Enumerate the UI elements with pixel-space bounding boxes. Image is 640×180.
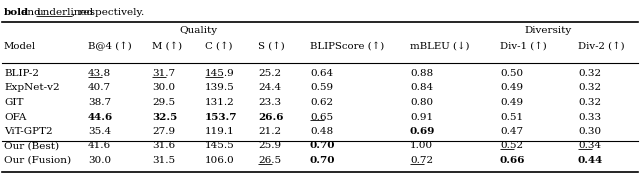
Text: 0.34: 0.34 [578,141,601,150]
Text: BLIPScore (↑): BLIPScore (↑) [310,42,384,51]
Text: 0.47: 0.47 [500,127,523,136]
Text: 139.5: 139.5 [205,84,235,93]
Text: 0.69: 0.69 [410,127,435,136]
Text: 0.70: 0.70 [310,141,335,150]
Text: M (↑): M (↑) [152,42,182,51]
Text: 31.6: 31.6 [152,141,175,150]
Text: 0.66: 0.66 [500,156,525,165]
Text: 30.0: 30.0 [88,156,111,165]
Text: 38.7: 38.7 [88,98,111,107]
Text: B@4 (↑): B@4 (↑) [88,42,132,51]
Text: GIT: GIT [4,98,24,107]
Text: 26.5: 26.5 [258,156,281,165]
Text: and: and [19,8,44,17]
Text: 119.1: 119.1 [205,127,235,136]
Text: C (↑): C (↑) [205,42,232,51]
Text: 23.3: 23.3 [258,98,281,107]
Text: 40.7: 40.7 [88,84,111,93]
Text: , respectively.: , respectively. [72,8,145,17]
Text: 31.7: 31.7 [152,69,175,78]
Text: 26.6: 26.6 [258,112,284,122]
Text: 131.2: 131.2 [205,98,235,107]
Text: underlined: underlined [36,8,93,17]
Text: 1.00: 1.00 [410,141,433,150]
Text: 0.44: 0.44 [578,156,604,165]
Text: 31.5: 31.5 [152,156,175,165]
Text: 41.6: 41.6 [88,141,111,150]
Text: 27.9: 27.9 [152,127,175,136]
Text: 153.7: 153.7 [205,112,237,122]
Text: 29.5: 29.5 [152,98,175,107]
Text: Quality: Quality [179,26,217,35]
Text: Our (Fusion): Our (Fusion) [4,156,71,165]
Text: 106.0: 106.0 [205,156,235,165]
Text: 0.32: 0.32 [578,69,601,78]
Text: 0.72: 0.72 [410,156,433,165]
Text: 0.65: 0.65 [310,112,333,122]
Text: Div-1 (↑): Div-1 (↑) [500,42,547,51]
Text: 0.52: 0.52 [500,141,523,150]
Text: 0.70: 0.70 [310,156,335,165]
Text: 145.5: 145.5 [205,141,235,150]
Text: 0.64: 0.64 [310,69,333,78]
Text: Our (Best): Our (Best) [4,141,59,150]
Text: 0.30: 0.30 [578,127,601,136]
Text: 44.6: 44.6 [88,112,113,122]
Text: 0.91: 0.91 [410,112,433,122]
Text: 0.88: 0.88 [410,69,433,78]
Text: 0.51: 0.51 [500,112,523,122]
Text: 21.2: 21.2 [258,127,281,136]
Text: 0.62: 0.62 [310,98,333,107]
Text: ViT-GPT2: ViT-GPT2 [4,127,52,136]
Text: OFA: OFA [4,112,26,122]
Text: bold: bold [4,8,29,17]
Text: Div-2 (↑): Div-2 (↑) [578,42,625,51]
Text: Model: Model [4,42,36,51]
Text: 25.9: 25.9 [258,141,281,150]
Text: 0.33: 0.33 [578,112,601,122]
Text: 0.32: 0.32 [578,84,601,93]
Text: 0.84: 0.84 [410,84,433,93]
Text: 30.0: 30.0 [152,84,175,93]
Text: 145.9: 145.9 [205,69,235,78]
Text: 25.2: 25.2 [258,69,281,78]
Text: 0.48: 0.48 [310,127,333,136]
Text: Diversity: Diversity [524,26,572,35]
Text: mBLEU (↓): mBLEU (↓) [410,42,470,51]
Text: BLIP-2: BLIP-2 [4,69,39,78]
Text: 43.8: 43.8 [88,69,111,78]
Text: 24.4: 24.4 [258,84,281,93]
Text: 0.49: 0.49 [500,84,523,93]
Text: ExpNet-v2: ExpNet-v2 [4,84,60,93]
Text: S (↑): S (↑) [258,42,285,51]
Text: 0.32: 0.32 [578,98,601,107]
Text: 0.49: 0.49 [500,98,523,107]
Text: 0.80: 0.80 [410,98,433,107]
Text: 0.59: 0.59 [310,84,333,93]
Text: 35.4: 35.4 [88,127,111,136]
Text: 0.50: 0.50 [500,69,523,78]
Text: 32.5: 32.5 [152,112,177,122]
